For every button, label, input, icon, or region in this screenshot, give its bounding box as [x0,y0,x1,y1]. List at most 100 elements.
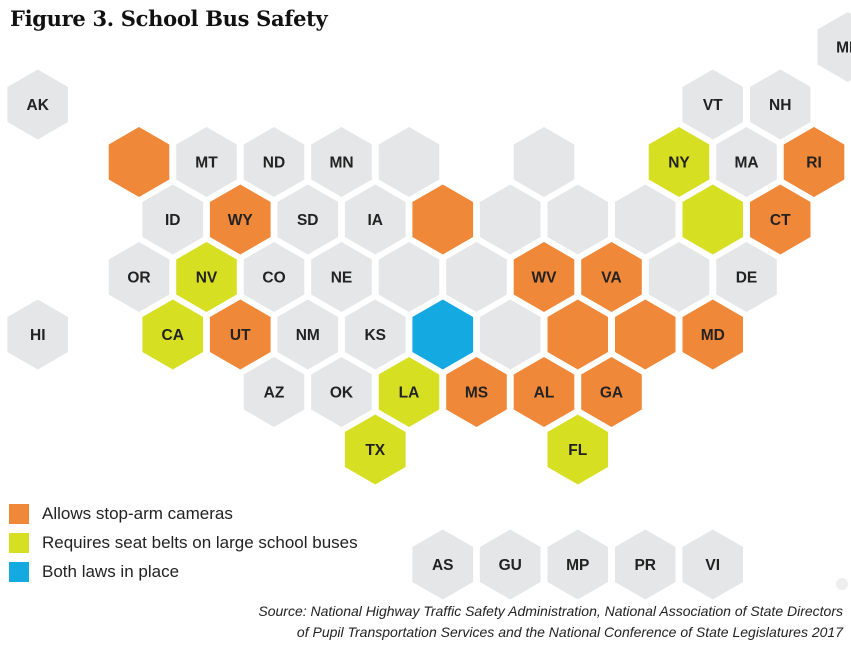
state-tile-or: OR [108,242,170,312]
state-label-ks: KS [364,327,386,344]
legend-swatch-stop-arm [9,503,29,524]
state-label-ak: AK [27,97,50,114]
state-tile-ms: MS [446,357,507,427]
state-tile-nm: NM [277,299,339,370]
state-tile-ri: RI [783,127,845,197]
state-hex-ca [142,299,204,370]
state-hex-la [378,357,440,427]
state-hex-pa [615,184,676,255]
state-label-nh: NH [769,97,791,114]
state-tile-oh [547,184,608,255]
state-hex-nj [682,184,743,255]
corner-decoration [836,578,848,590]
legend-swatch-both [9,561,29,582]
state-label-ny: NY [668,155,690,172]
state-hex-nc [547,299,608,370]
state-tile-co: CO [243,242,305,312]
state-hex-as [412,529,474,600]
state-hex-wv [513,242,575,312]
legend-item-both: Both laws in place [9,557,358,586]
state-label-or: OR [127,270,150,287]
state-label-me: ME [836,40,851,57]
state-tile-ia: IA [344,184,406,255]
state-hex-ms [446,357,507,427]
state-label-al: AL [534,385,555,402]
state-hex-wi [378,127,440,197]
state-tile-wa [108,127,170,197]
state-hex-ct [750,184,811,255]
state-label-ga: GA [600,385,623,402]
state-label-hi: HI [30,327,46,344]
state-label-vi: VI [705,557,720,574]
state-label-ne: NE [331,270,353,287]
state-label-de: DE [736,270,758,287]
state-label-az: AZ [264,385,285,402]
state-hex-il [412,184,474,255]
state-tile-ca: CA [142,299,204,370]
state-tile-ak: AK [7,69,68,140]
state-label-mt: MT [195,155,218,172]
state-tile-sc [615,299,676,370]
state-tile-md: MD [682,299,743,370]
state-hex-nv [176,242,237,312]
state-tile-ok: OK [311,357,372,427]
state-tile-nc [547,299,608,370]
state-label-fl: FL [568,442,587,459]
state-tile-md2 [648,242,710,312]
state-hex-vt [682,69,743,140]
state-label-ia: IA [368,212,384,229]
state-tile-hi: HI [7,299,68,370]
state-tile-sd: SD [277,184,339,255]
state-tile-ny: NY [648,127,710,197]
state-tile-ky [446,242,507,312]
state-hex-ky [446,242,507,312]
state-hex-az [243,357,305,427]
state-hex-mn [311,127,372,197]
state-tile-ar [412,299,474,370]
state-hex-wy [209,184,271,255]
state-label-tx: TX [365,442,385,459]
state-hex-ri [783,127,845,197]
source-line-1: Source: National Highway Traffic Safety … [258,603,843,619]
state-tile-me: ME [817,12,851,82]
state-label-nd: ND [263,155,285,172]
state-hex-md2 [648,242,710,312]
state-tile-vt: VT [682,69,743,140]
state-hex-ny [648,127,710,197]
state-label-mp: MP [566,557,589,574]
state-hex-ut [209,299,271,370]
state-tile-ne: NE [311,242,372,312]
state-label-ct: CT [770,212,791,229]
state-hex-nm [277,299,339,370]
state-tile-nv: NV [176,242,237,312]
state-tile-ut: UT [209,299,271,370]
legend-swatch-seat-belts [9,532,29,553]
state-tile-vi: VI [682,529,743,600]
state-label-ca: CA [162,327,184,344]
state-tile-gu: GU [479,529,541,600]
state-label-la: LA [399,385,420,402]
state-hex-tn [479,299,541,370]
state-tile-fl: FL [547,414,608,485]
state-label-nv: NV [196,270,218,287]
state-tile-mp: MP [547,529,608,600]
state-tile-id: ID [142,184,204,255]
state-tile-ga: GA [581,357,642,427]
state-hex-id [142,184,204,255]
state-label-wy: WY [228,212,254,229]
state-tile-la: LA [378,357,440,427]
state-hex-md [682,299,743,370]
state-hex-tx [344,414,406,485]
state-label-mn: MN [329,155,353,172]
state-tile-de: DE [716,242,777,312]
state-hex-sd [277,184,339,255]
state-hex-mo [378,242,440,312]
state-tile-nj [682,184,743,255]
state-tile-nh: NH [750,69,811,140]
state-label-ms: MS [465,385,488,402]
state-hex-in [479,184,541,255]
state-label-ri: RI [806,155,822,172]
state-tile-mo [378,242,440,312]
state-label-ma: MA [734,155,758,172]
state-hex-me [817,12,851,82]
